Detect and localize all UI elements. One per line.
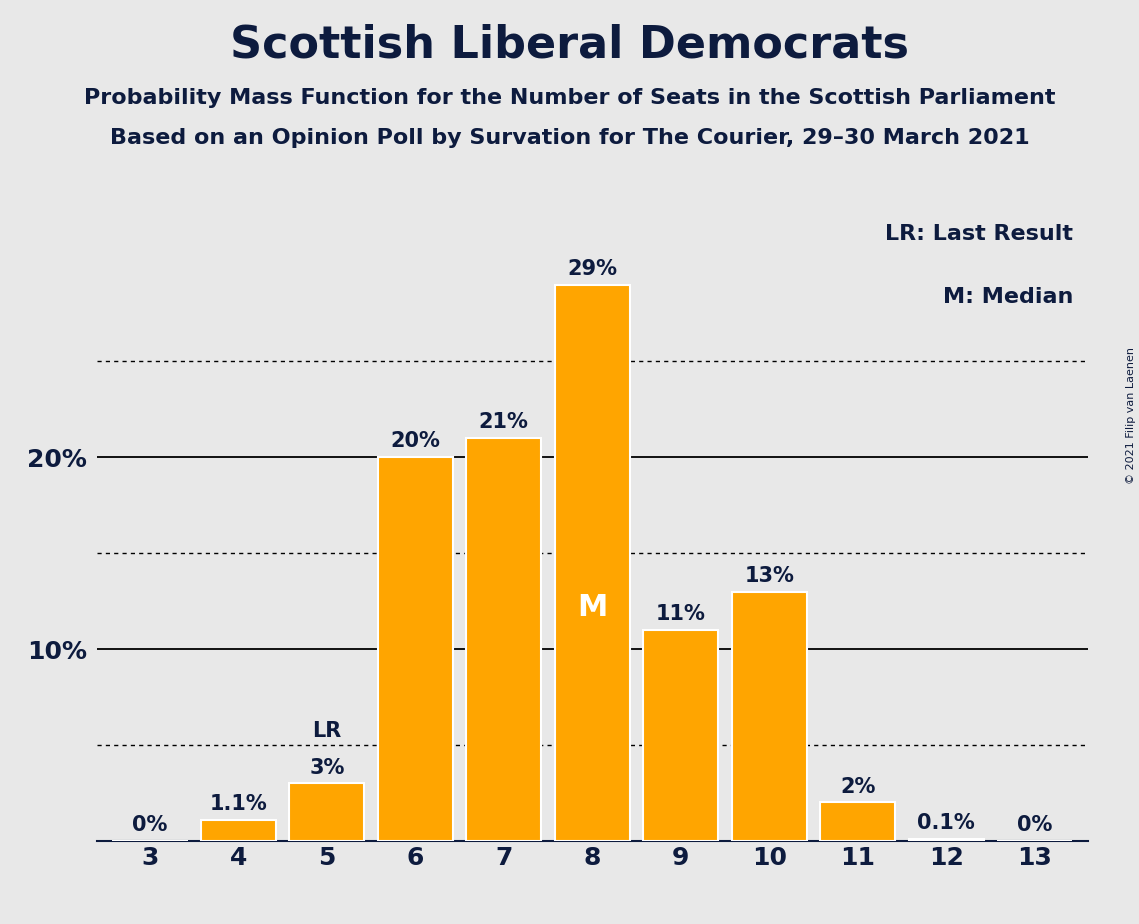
Bar (289, 784, 364, 841)
Bar (200, 820, 276, 841)
Bar (378, 457, 453, 841)
Text: M: M (577, 592, 607, 622)
Text: LR: Last Result: LR: Last Result (885, 224, 1073, 244)
Text: Based on an Opinion Poll by Survation for The Courier, 29–30 March 2021: Based on an Opinion Poll by Survation fo… (109, 128, 1030, 148)
Bar (820, 802, 895, 841)
Text: 0%: 0% (132, 815, 167, 835)
Text: M: Median: M: Median (942, 287, 1073, 307)
Text: © 2021 Filip van Laenen: © 2021 Filip van Laenen (1126, 347, 1136, 484)
Text: 20%: 20% (391, 432, 441, 452)
Text: 2%: 2% (841, 777, 876, 796)
Text: 29%: 29% (567, 259, 617, 279)
Bar (466, 438, 541, 841)
Text: Probability Mass Function for the Number of Seats in the Scottish Parliament: Probability Mass Function for the Number… (84, 88, 1055, 108)
Text: 0.1%: 0.1% (917, 813, 975, 833)
Text: Scottish Liberal Democrats: Scottish Liberal Democrats (230, 23, 909, 67)
Text: 3%: 3% (309, 758, 344, 778)
Bar (909, 839, 984, 841)
Bar (555, 285, 630, 841)
Text: LR: LR (312, 721, 342, 741)
Text: 21%: 21% (478, 412, 528, 432)
Bar (644, 630, 719, 841)
Text: 11%: 11% (656, 604, 706, 624)
Bar (731, 591, 806, 841)
Text: 0%: 0% (1017, 815, 1052, 835)
Text: 13%: 13% (744, 565, 794, 586)
Text: 1.1%: 1.1% (210, 794, 268, 814)
